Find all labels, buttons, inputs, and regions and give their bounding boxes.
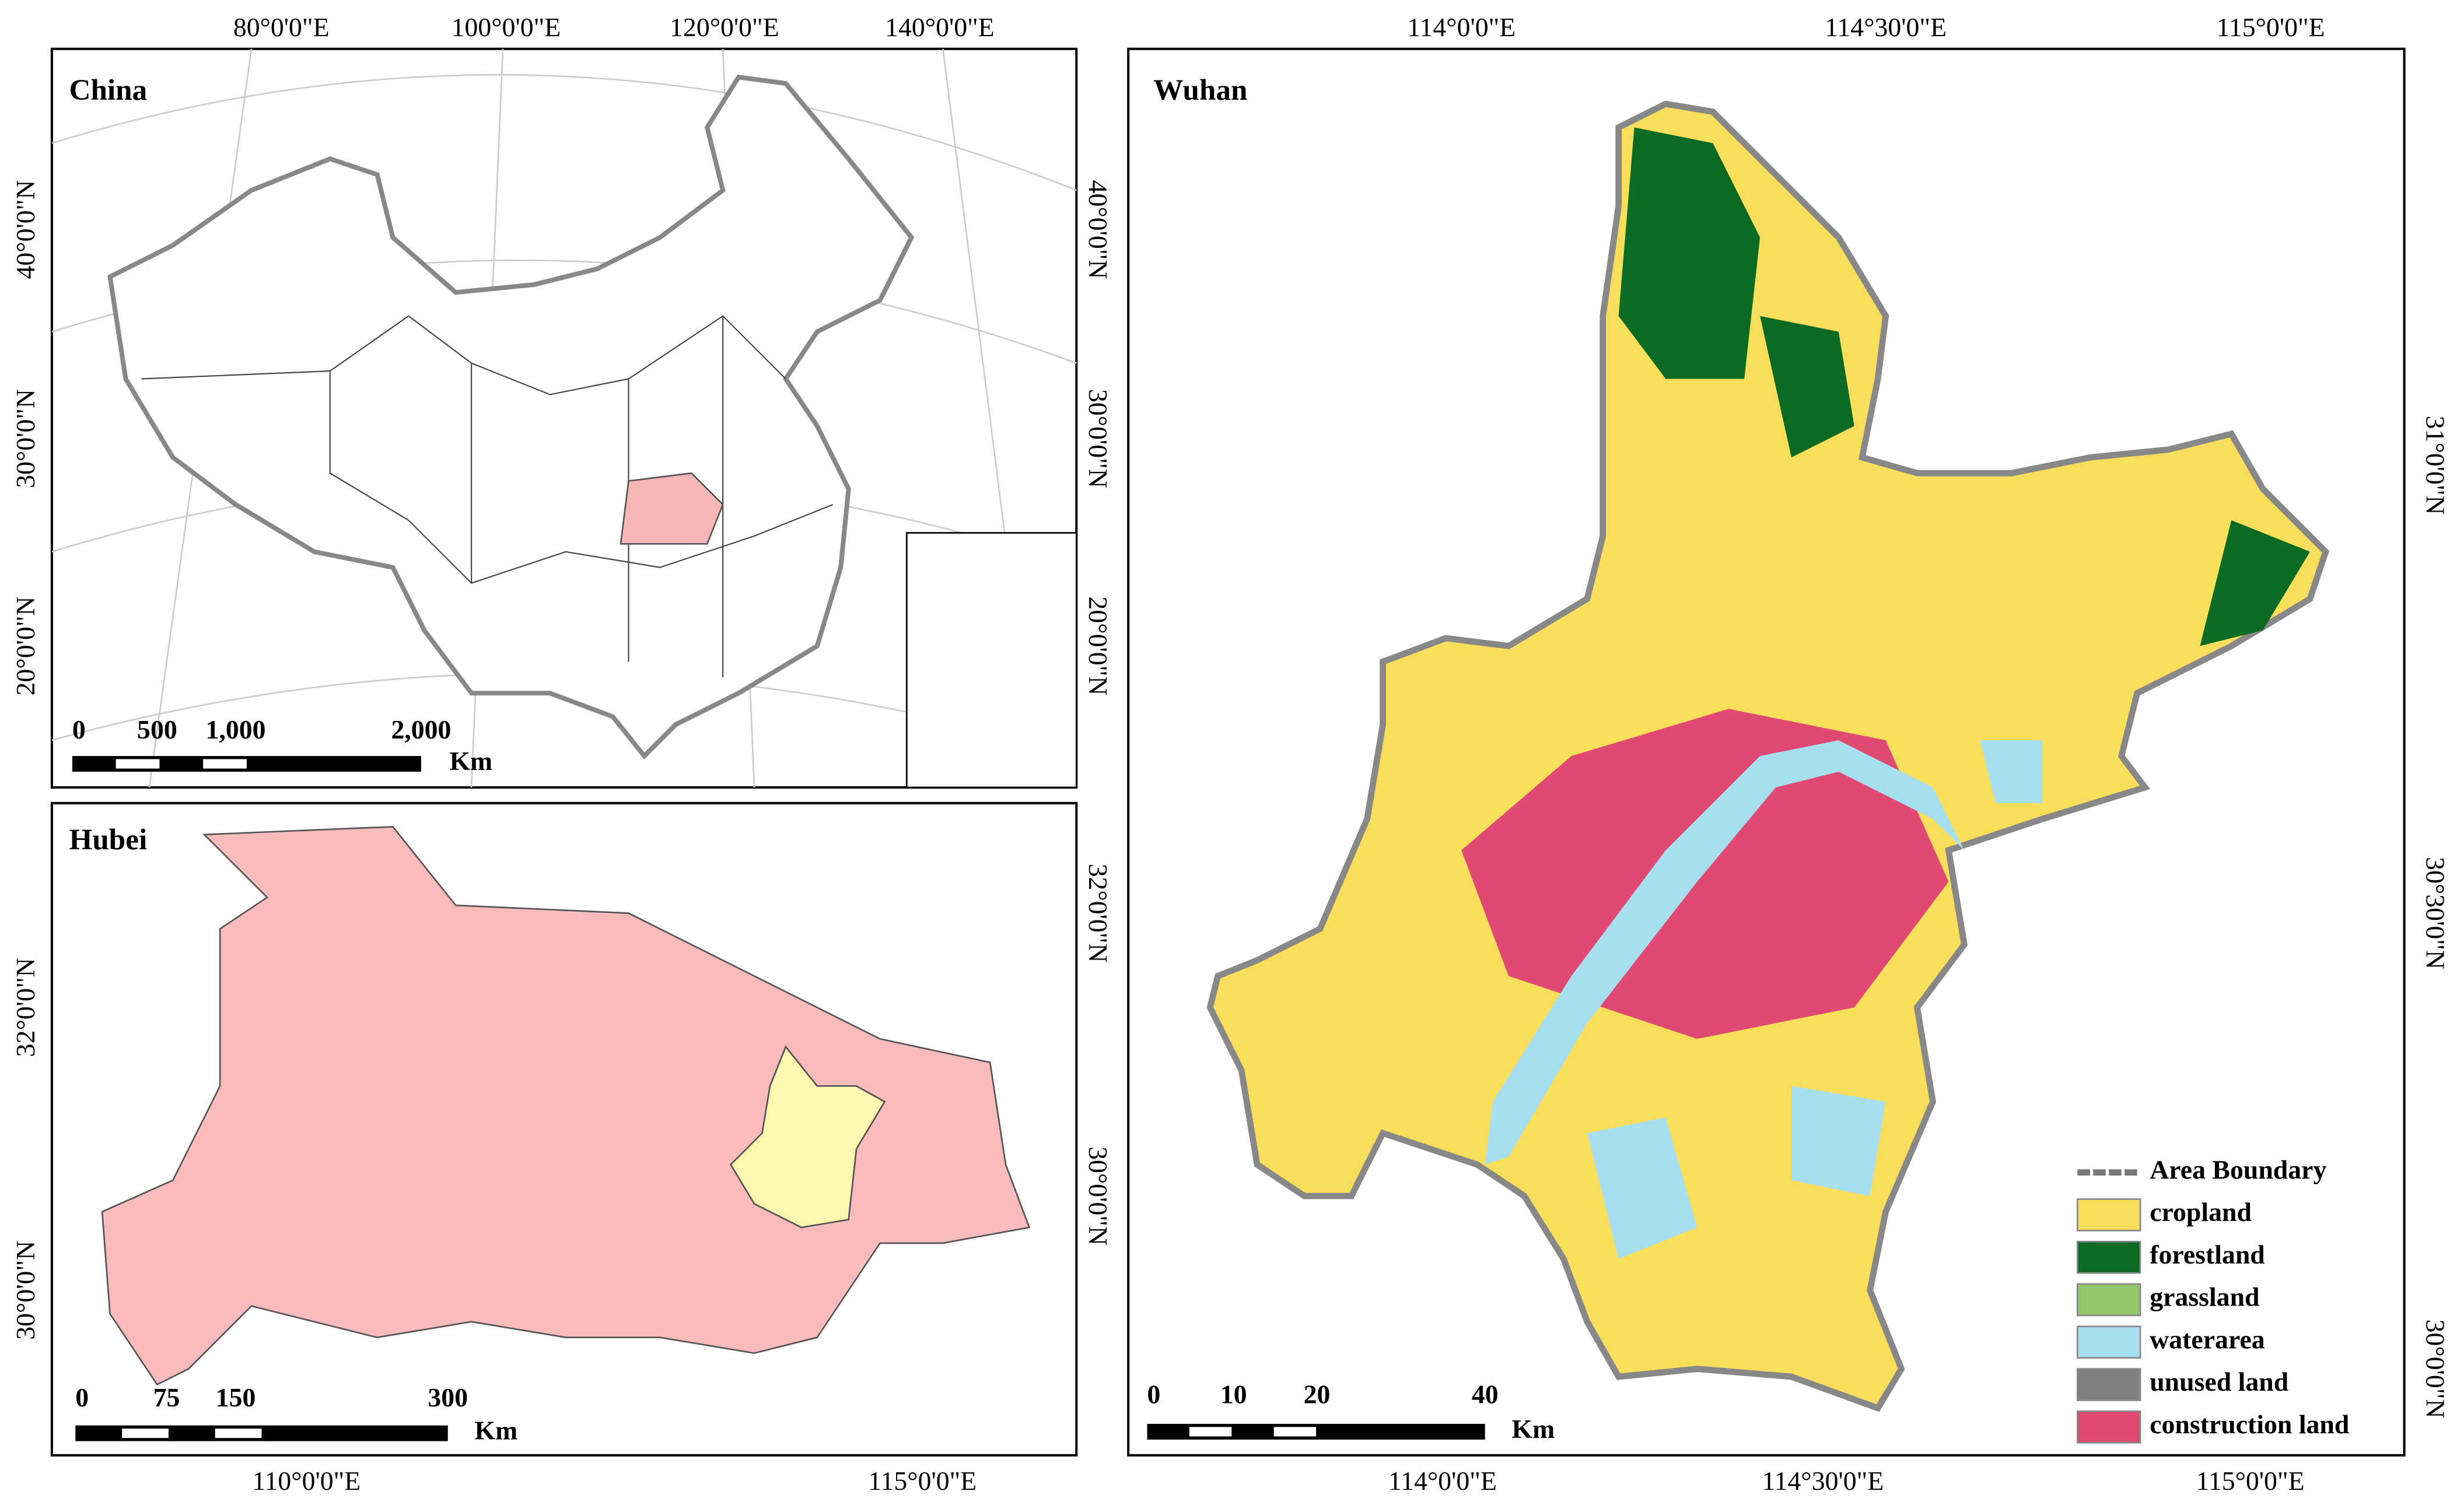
panel-title: China — [69, 74, 148, 107]
left-coordinate-label: 32°0'0"N — [10, 958, 40, 1057]
scale-label: 0 — [72, 715, 86, 744]
panel-title: Wuhan — [1153, 74, 1247, 107]
landuse-patches — [1461, 127, 2310, 1259]
scale-label: 0 — [1147, 1380, 1161, 1409]
top-coordinate-label: 120°0'0"E — [670, 12, 779, 42]
legend-swatch — [2076, 1410, 2141, 1444]
bottom-coordinate-label: 115°0'0"E — [2196, 1466, 2305, 1496]
scale-bar-segment — [1189, 1427, 1232, 1437]
wuhan-highlight — [729, 1045, 886, 1228]
scale-label: 300 — [428, 1382, 468, 1412]
top-coordinate-label: 114°30'0"E — [1825, 12, 1947, 42]
scale-unit: Km — [1512, 1414, 1555, 1444]
right-coordinate-label: 30°0'0"N — [1083, 1146, 1113, 1245]
legend-swatch — [2076, 1368, 2141, 1401]
panel-title: Hubei — [69, 823, 148, 856]
scale-bar-segment — [1273, 1427, 1317, 1437]
top-coordinate-label: 80°0'0"E — [233, 12, 330, 42]
legend-swatch — [2076, 1283, 2141, 1317]
legend-label: cropland — [2150, 1197, 2252, 1227]
scale-label: 150 — [216, 1382, 256, 1412]
bottom-coordinate-label: 114°30'0"E — [1762, 1466, 1884, 1496]
legend-label: forestland — [2150, 1240, 2265, 1269]
scale-label: 500 — [137, 715, 177, 744]
legend-swatch — [2076, 1241, 2141, 1274]
right-coordinate-label: 30°0'0"N — [1083, 389, 1113, 488]
top-coordinate-label: 115°0'0"E — [2217, 12, 2325, 42]
scale-unit: Km — [449, 746, 492, 776]
scale-label: 1,000 — [206, 715, 266, 744]
hubei-highlight — [620, 472, 724, 545]
scale-label: 75 — [153, 1382, 180, 1412]
right-coordinate-label: 20°0'0"N — [1083, 596, 1113, 695]
scale-bar-segment — [203, 759, 247, 769]
legend-label: grassland — [2150, 1282, 2259, 1312]
left-coordinate-label: 30°0'0"N — [10, 389, 40, 488]
legend-label: Area Boundary — [2150, 1154, 2326, 1184]
right-coordinate-label: 31°0'0"N — [2421, 416, 2451, 515]
scale-label: 20 — [1304, 1380, 1331, 1409]
scale-bar-segment — [215, 1428, 262, 1438]
legend-swatch — [2076, 1325, 2141, 1359]
china-outline — [107, 74, 915, 760]
scale-label: 40 — [1472, 1380, 1499, 1409]
left-coordinate-label: 30°0'0"N — [10, 1241, 40, 1340]
legend-label: waterarea — [2150, 1324, 2265, 1354]
scale-bar-segment — [116, 759, 160, 769]
left-coordinate-label: 40°0'0"N — [10, 180, 40, 279]
right-coordinate-label: 30°0'0"N — [2421, 1320, 2451, 1419]
top-coordinate-label: 140°0'0"E — [885, 12, 995, 42]
legend-label: construction land — [2150, 1409, 2349, 1439]
scale-label: 10 — [1220, 1380, 1247, 1409]
scale-label: 2,000 — [391, 715, 451, 744]
right-coordinate-label: 30°30'0"N — [2421, 857, 2451, 970]
left-coordinate-label: 20°0'0"N — [10, 596, 40, 695]
top-coordinate-label: 114°0'0"E — [1407, 12, 1516, 42]
inset-frame — [906, 532, 1077, 789]
bottom-coordinate-label: 115°0'0"E — [868, 1466, 977, 1496]
legend-label: unused land — [2150, 1367, 2288, 1396]
scale-unit: Km — [475, 1416, 518, 1446]
hubei-province — [101, 825, 1031, 1386]
right-coordinate-label: 40°0'0"N — [1083, 180, 1113, 279]
legend-swatch — [2076, 1198, 2141, 1231]
scale-bar-segment — [122, 1428, 169, 1438]
scale-label: 0 — [75, 1382, 89, 1412]
bottom-coordinate-label: 110°0'0"E — [252, 1466, 360, 1496]
right-coordinate-label: 32°0'0"N — [1083, 863, 1113, 963]
bottom-coordinate-label: 114°0'0"E — [1388, 1466, 1497, 1496]
top-coordinate-label: 100°0'0"E — [452, 12, 561, 42]
